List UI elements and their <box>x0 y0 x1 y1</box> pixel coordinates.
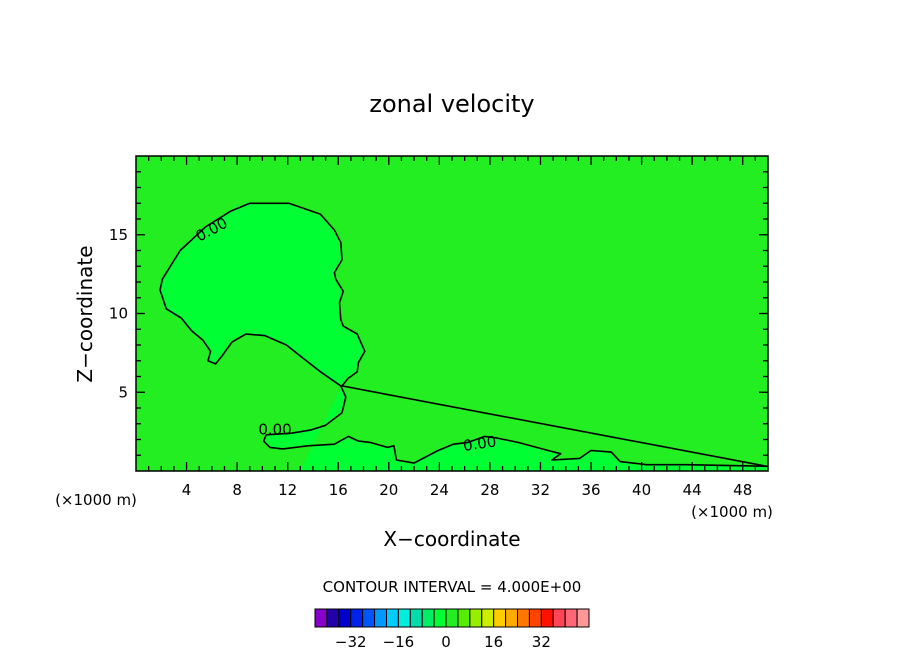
colorbar-swatch <box>469 608 483 628</box>
colorbar-swatch <box>362 608 376 628</box>
colorbar-swatch <box>326 608 340 628</box>
colorbar-tick-label: 16 <box>484 633 503 651</box>
colorbar-swatch <box>421 608 435 628</box>
y-tick-label: 5 <box>118 383 128 401</box>
x-tick-label: 20 <box>379 481 398 499</box>
x-unit-label-left: (×1000 m) <box>55 491 137 509</box>
colorbar-swatch <box>517 608 530 628</box>
chart-title: zonal velocity <box>369 90 534 118</box>
y-tick-label: 15 <box>109 226 128 244</box>
x-tick-label: 24 <box>430 481 449 499</box>
x-tick-label: 32 <box>531 481 550 499</box>
x-tick-label: 28 <box>480 481 499 499</box>
colorbar-tick-label: −32 <box>335 633 367 651</box>
colorbar-swatch <box>576 608 590 628</box>
colorbar-tick-label: −16 <box>383 633 415 651</box>
x-tick-label: 48 <box>733 481 752 499</box>
colorbar-swatch <box>552 608 566 628</box>
colorbar-swatch <box>493 608 507 628</box>
x-tick-label: 36 <box>581 481 600 499</box>
x-unit-label-right: (×1000 m) <box>691 503 773 521</box>
zero-contour-region <box>160 203 768 472</box>
zero-contour-line <box>159 202 768 468</box>
y-tick-label: 10 <box>109 305 128 323</box>
x-tick-label: 44 <box>683 481 702 499</box>
x-tick-label: 8 <box>232 481 242 499</box>
contour-label: 0.00 <box>462 432 498 454</box>
colorbar-swatch <box>397 608 411 628</box>
colorbar-swatch <box>457 608 471 628</box>
colorbar-swatch <box>481 608 495 628</box>
x-tick-label: 4 <box>182 481 192 499</box>
colorbar-swatch <box>350 608 364 628</box>
x-tick-label: 12 <box>278 481 297 499</box>
colorbar-tick-label: 32 <box>532 633 551 651</box>
contour-interval-label: CONTOUR INTERVAL = 4.000E+00 <box>323 578 582 596</box>
y-axis-title: Z−coordinate <box>73 245 97 382</box>
colorbar-swatch <box>564 608 578 628</box>
colorbar-swatch <box>540 608 554 628</box>
contour-label: 0.00 <box>258 421 291 439</box>
colorbar-swatch <box>528 608 542 628</box>
colorbar-swatch <box>385 608 399 628</box>
colorbar-swatch <box>445 608 459 628</box>
x-tick-label: 40 <box>632 481 651 499</box>
x-axis-title: X−coordinate <box>383 527 520 551</box>
colorbar-swatch <box>433 608 447 628</box>
colorbar-swatch <box>314 608 328 628</box>
colorbar-tick-label: 0 <box>441 633 451 651</box>
colorbar-swatch <box>338 608 352 628</box>
colorbar-swatch <box>409 608 423 628</box>
colorbar-swatch <box>374 608 387 628</box>
colorbar: −32 −16 0 16 32 <box>314 608 590 651</box>
colorbar-swatch <box>505 608 519 628</box>
x-tick-label: 16 <box>329 481 348 499</box>
